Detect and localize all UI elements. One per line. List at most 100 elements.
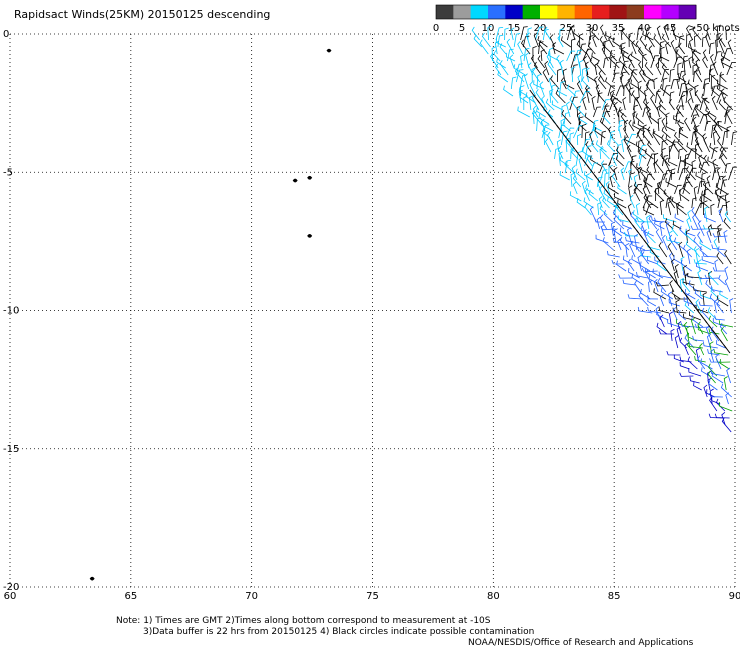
wind-barb	[705, 33, 710, 48]
wind-barb	[713, 117, 723, 132]
legend-swatch	[626, 5, 645, 19]
wind-barb	[602, 237, 614, 251]
wind-barb	[709, 293, 721, 307]
wind-barb	[591, 140, 599, 153]
wind-barb	[685, 240, 694, 251]
wind-barb	[707, 377, 712, 391]
wind-barb	[576, 198, 586, 209]
wind-barb	[620, 60, 629, 76]
wind-barb	[659, 314, 665, 328]
wind-barb	[691, 206, 701, 223]
wind-barb	[623, 125, 629, 139]
wind-barb	[549, 88, 554, 104]
wind-barb	[636, 247, 653, 252]
wind-barb	[686, 217, 691, 230]
wind-barb	[719, 359, 730, 370]
wind-barb	[487, 25, 492, 41]
wind-barb	[657, 117, 662, 132]
legend-label: 15	[508, 23, 521, 34]
wind-barb	[583, 170, 593, 181]
wind-barb	[547, 131, 554, 146]
wind-barb	[697, 269, 703, 286]
wind-barb	[708, 328, 720, 335]
wind-barb	[719, 205, 727, 216]
wind-barb	[583, 56, 588, 69]
wind-barb	[597, 90, 607, 104]
wind-barb	[589, 57, 597, 69]
wind-barb	[607, 183, 619, 195]
wind-barb	[669, 280, 675, 293]
wind-barb	[702, 224, 714, 230]
wind-barb	[647, 256, 658, 265]
wind-barb	[723, 229, 728, 244]
wind-barb	[719, 146, 728, 160]
wind-barb	[532, 46, 537, 62]
wind-barb	[693, 34, 699, 48]
wind-barb	[598, 75, 607, 90]
wind-barb	[627, 294, 644, 300]
wind-barb	[723, 376, 728, 391]
wind-barb	[674, 184, 682, 195]
wind-barb	[656, 260, 667, 272]
wind-barb	[695, 143, 700, 160]
wind-barb	[636, 96, 643, 111]
wind-barb	[551, 84, 556, 97]
wind-barb	[549, 47, 554, 62]
wind-barb	[594, 218, 605, 223]
wind-barb	[637, 80, 642, 97]
wind-barb	[698, 154, 703, 167]
wind-barb	[505, 52, 516, 62]
wind-barb	[581, 76, 591, 90]
wind-barb	[627, 227, 632, 244]
wind-barb	[551, 100, 563, 111]
wind-barb	[713, 299, 719, 314]
wind-barb	[727, 39, 734, 55]
wind-barb	[613, 167, 618, 181]
wind-barb	[678, 241, 684, 258]
wind-barb	[647, 126, 654, 139]
wind-barb	[682, 278, 695, 286]
wind-barb	[585, 48, 592, 62]
wind-barb	[682, 313, 694, 321]
wind-barb	[630, 51, 640, 62]
wind-barb	[667, 243, 675, 258]
wind-barb	[637, 306, 653, 314]
wind-barb	[655, 90, 661, 104]
wind-barb	[613, 215, 625, 230]
wind-barb	[528, 95, 534, 111]
wind-barb	[672, 139, 680, 153]
wind-barb	[665, 222, 671, 237]
wind-barb	[646, 215, 651, 230]
wind-barb	[720, 56, 725, 69]
wind-barb	[677, 160, 685, 174]
wind-barb	[540, 49, 545, 62]
wind-barb	[724, 106, 732, 118]
wind-barb	[697, 355, 706, 370]
wind-barb	[677, 203, 687, 216]
lat-tick-label: 0	[3, 29, 9, 40]
wind-barb	[557, 87, 568, 97]
wind-barb	[625, 243, 630, 258]
wind-barb	[703, 136, 710, 153]
wind-barb	[586, 71, 597, 83]
wind-barb	[710, 348, 715, 363]
wind-barb	[724, 193, 729, 209]
wind-barb	[695, 137, 703, 153]
wind-barb	[677, 62, 682, 76]
wind-barb	[710, 224, 723, 230]
wind-barb	[667, 200, 672, 216]
wind-barb	[560, 36, 572, 48]
wind-barb	[710, 203, 715, 216]
wind-barb	[542, 68, 549, 83]
wind-barb	[635, 40, 644, 55]
wind-barb	[703, 82, 710, 97]
wind-barb	[726, 62, 736, 76]
wind-barb	[626, 144, 633, 160]
wind-barb	[599, 204, 608, 216]
wind-barb	[638, 292, 649, 307]
wind-barb	[686, 33, 691, 48]
wind-barb	[560, 118, 565, 132]
wind-barb	[658, 242, 668, 258]
wind-barb	[598, 70, 605, 83]
wind-barb	[637, 254, 642, 272]
